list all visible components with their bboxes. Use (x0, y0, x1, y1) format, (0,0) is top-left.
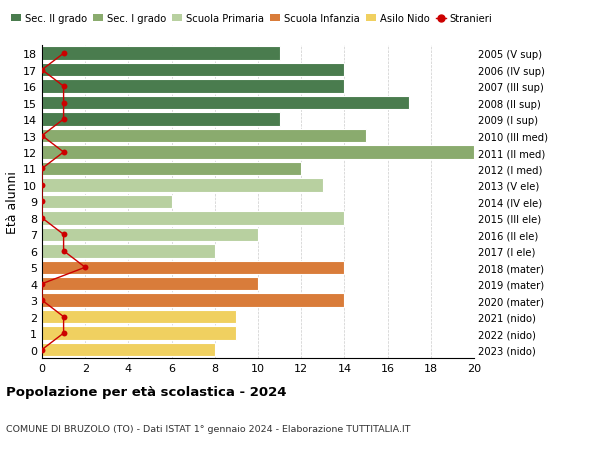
Bar (42, 129, 366, 143)
Bar (42, 277, 258, 291)
Bar (42, 212, 344, 225)
Legend: Sec. II grado, Sec. I grado, Scuola Primaria, Scuola Infanzia, Asilo Nido, Stran: Sec. II grado, Sec. I grado, Scuola Prim… (11, 14, 493, 24)
Point (59, 50, 68, 58)
Bar (42, 245, 215, 258)
Bar (42, 261, 344, 274)
Point (59, 83, 68, 90)
Point (37, 67, 47, 74)
Point (37, 198, 47, 206)
Bar (42, 47, 280, 61)
Point (37, 133, 47, 140)
Text: COMUNE DI BRUZOLO (TO) - Dati ISTAT 1° gennaio 2024 - Elaborazione TUTTITALIA.IT: COMUNE DI BRUZOLO (TO) - Dati ISTAT 1° g… (6, 425, 410, 433)
Bar (42, 146, 474, 159)
Bar (42, 327, 236, 340)
Text: Popolazione per età scolastica - 2024: Popolazione per età scolastica - 2024 (6, 385, 287, 398)
Point (59, 313, 68, 321)
Point (37, 346, 47, 353)
Point (59, 116, 68, 123)
Bar (42, 294, 344, 307)
Bar (42, 195, 172, 209)
Point (37, 165, 47, 173)
Bar (42, 162, 301, 176)
Point (59, 330, 68, 337)
Bar (42, 113, 280, 127)
Point (80, 264, 90, 271)
Point (59, 247, 68, 255)
Point (37, 182, 47, 189)
Bar (42, 80, 344, 94)
Point (59, 231, 68, 239)
Point (59, 100, 68, 107)
Bar (42, 310, 236, 324)
Bar (42, 97, 409, 110)
Point (37, 297, 47, 304)
Bar (42, 64, 344, 77)
Point (59, 149, 68, 157)
Bar (42, 343, 215, 357)
Point (37, 280, 47, 288)
Bar (42, 228, 258, 241)
Y-axis label: Età alunni: Età alunni (6, 171, 19, 233)
Point (37, 215, 47, 222)
Bar (42, 179, 323, 192)
